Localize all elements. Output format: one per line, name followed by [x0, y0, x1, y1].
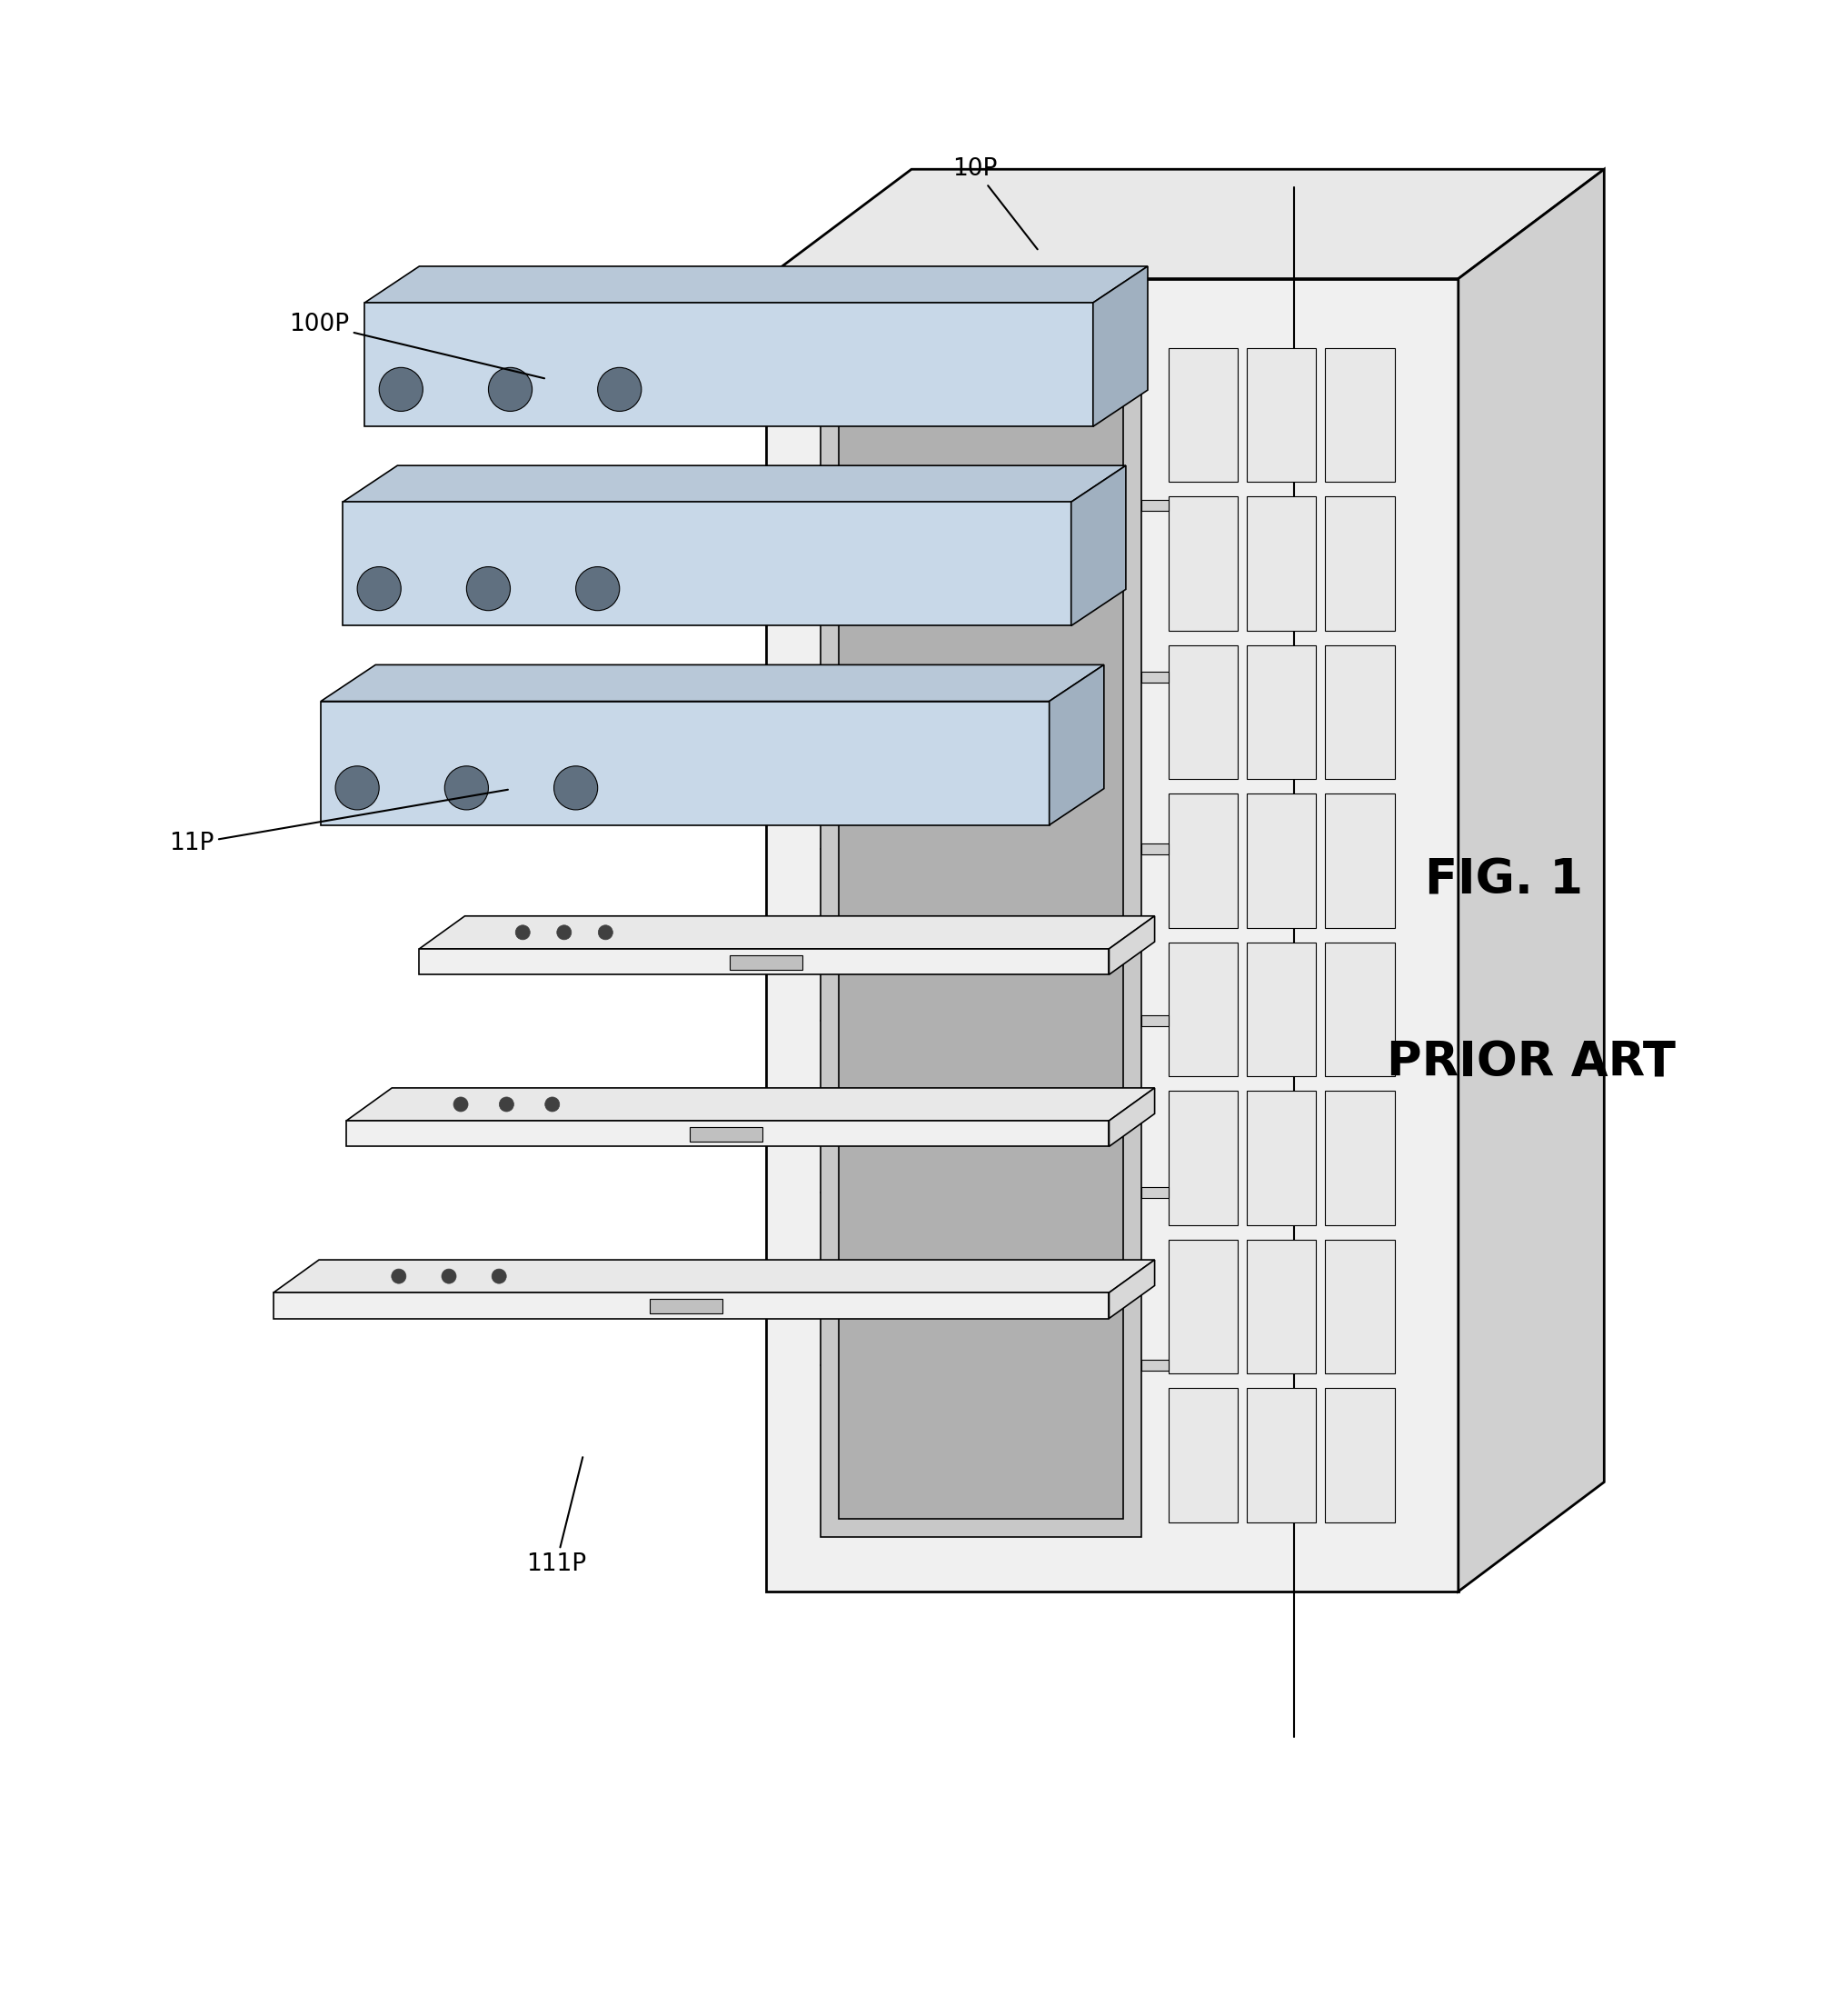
Bar [1325, 1091, 1394, 1226]
Circle shape [598, 925, 612, 939]
Polygon shape [1141, 1016, 1168, 1026]
Polygon shape [364, 266, 1148, 302]
Circle shape [576, 566, 619, 611]
Bar [1325, 1389, 1394, 1522]
Bar [1246, 1240, 1315, 1373]
Bar [1246, 941, 1315, 1077]
Bar [1168, 496, 1237, 631]
Polygon shape [1071, 466, 1126, 625]
Text: PRIOR ART: PRIOR ART [1387, 1038, 1674, 1087]
Bar [1168, 941, 1237, 1077]
Polygon shape [838, 351, 1122, 1518]
Polygon shape [1141, 1359, 1168, 1371]
Circle shape [454, 1097, 468, 1111]
Polygon shape [1141, 671, 1168, 683]
Text: 100P: 100P [290, 312, 545, 379]
Polygon shape [1108, 1260, 1153, 1318]
Bar [1325, 349, 1394, 482]
Polygon shape [1093, 266, 1148, 427]
Text: 10P: 10P [953, 157, 1037, 250]
Polygon shape [1049, 665, 1104, 825]
Circle shape [499, 1097, 514, 1111]
Bar [1246, 645, 1315, 778]
Bar [1246, 349, 1315, 482]
Circle shape [554, 766, 598, 810]
Polygon shape [364, 302, 1093, 427]
Polygon shape [765, 169, 1603, 278]
Text: 11P: 11P [169, 790, 508, 855]
Bar [649, 1298, 722, 1312]
Polygon shape [1141, 1187, 1168, 1198]
Polygon shape [343, 466, 1126, 502]
Polygon shape [321, 702, 1049, 825]
Circle shape [516, 925, 530, 939]
Bar [1325, 496, 1394, 631]
Polygon shape [343, 502, 1071, 625]
Text: FIG. 1: FIG. 1 [1425, 857, 1581, 903]
Circle shape [556, 925, 570, 939]
Circle shape [379, 367, 423, 411]
Bar [1325, 794, 1394, 927]
Polygon shape [1108, 915, 1153, 974]
Bar [1325, 941, 1394, 1077]
Bar [1246, 496, 1315, 631]
Bar [1246, 1389, 1315, 1522]
Bar [689, 1127, 762, 1141]
Polygon shape [321, 665, 1104, 702]
Polygon shape [1458, 169, 1603, 1591]
Bar [729, 956, 802, 970]
Circle shape [357, 566, 401, 611]
Polygon shape [1141, 843, 1168, 855]
Circle shape [545, 1097, 559, 1111]
Polygon shape [1108, 1089, 1153, 1147]
Bar [1168, 1091, 1237, 1226]
Circle shape [466, 566, 510, 611]
Bar [1168, 645, 1237, 778]
Polygon shape [273, 1260, 1153, 1292]
Polygon shape [1141, 500, 1168, 510]
Bar [1246, 1091, 1315, 1226]
Circle shape [445, 766, 488, 810]
Circle shape [598, 367, 641, 411]
Text: 111P: 111P [527, 1458, 585, 1577]
Bar [1325, 645, 1394, 778]
Circle shape [492, 1268, 507, 1284]
Polygon shape [419, 950, 1108, 974]
Bar [1168, 349, 1237, 482]
Bar [1168, 794, 1237, 927]
Circle shape [392, 1268, 406, 1284]
Bar [1168, 1240, 1237, 1373]
Bar [1325, 1240, 1394, 1373]
Bar [1246, 794, 1315, 927]
Polygon shape [273, 1292, 1108, 1318]
Polygon shape [346, 1121, 1108, 1147]
Polygon shape [346, 1089, 1153, 1121]
Circle shape [335, 766, 379, 810]
Polygon shape [820, 333, 1141, 1536]
Polygon shape [419, 915, 1153, 950]
Circle shape [441, 1268, 456, 1284]
Bar [1168, 1389, 1237, 1522]
Polygon shape [765, 278, 1458, 1591]
Circle shape [488, 367, 532, 411]
